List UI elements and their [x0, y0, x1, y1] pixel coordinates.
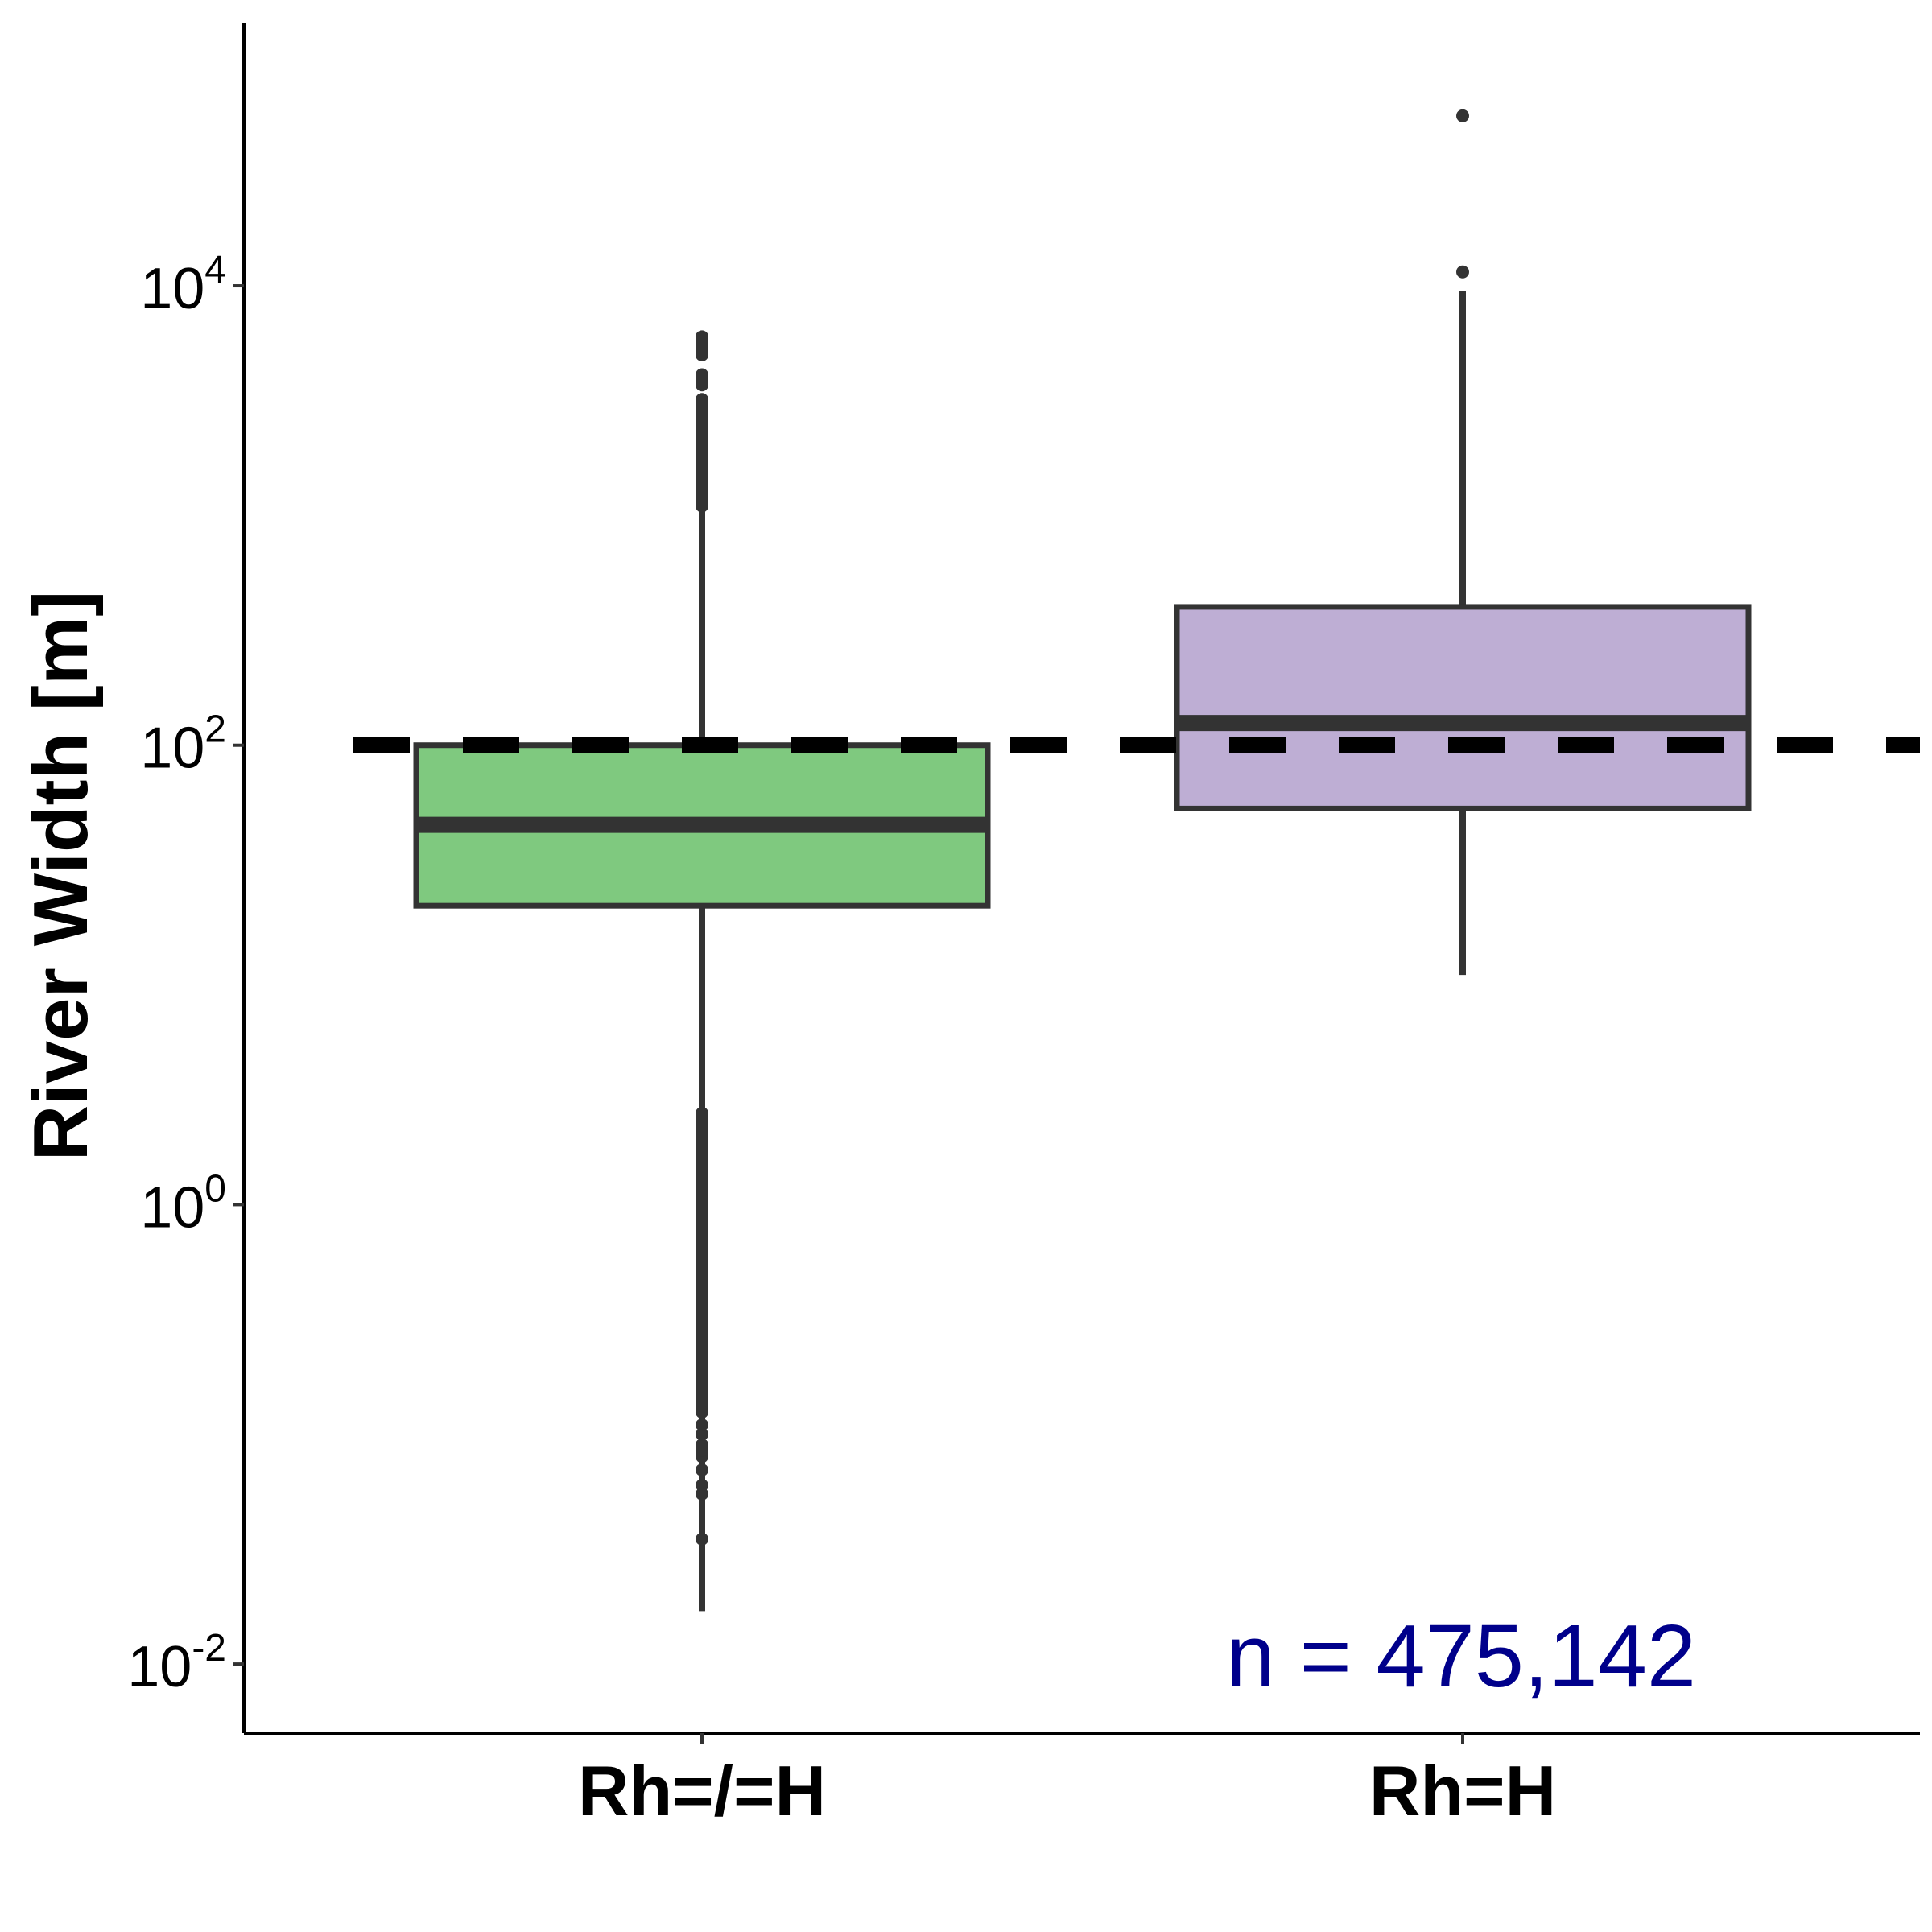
outlier-point [1456, 265, 1469, 279]
outlier-point [696, 1418, 708, 1431]
outlier-point [696, 1532, 708, 1546]
y-axis-label: River Width [m] [18, 591, 104, 1161]
y-tick-label: 100 [140, 1167, 226, 1240]
outlier-point [696, 1406, 708, 1419]
outlier-point [696, 1427, 708, 1441]
axes-layer: 10-2 100 102 104 Rh=/=H Rh=H [127, 23, 1920, 1831]
y-tick-label: 10-2 [127, 1627, 226, 1699]
sample-size-annotation: n = 475,142 [1226, 1607, 1696, 1706]
box-iqr [1174, 604, 1752, 811]
boxes-layer [413, 109, 1752, 1612]
box-group-2 [1174, 109, 1752, 976]
x-category-label: Rh=/=H [578, 1751, 826, 1831]
outlier-point [696, 1479, 708, 1492]
outlier-point [696, 1438, 708, 1451]
box-group-1 [413, 330, 991, 1612]
y-tick-label: 102 [140, 708, 226, 781]
x-category-label: Rh=H [1369, 1751, 1556, 1831]
y-tick-label: 104 [140, 249, 226, 321]
outlier-point [1456, 109, 1469, 122]
outlier-point [696, 1463, 708, 1476]
